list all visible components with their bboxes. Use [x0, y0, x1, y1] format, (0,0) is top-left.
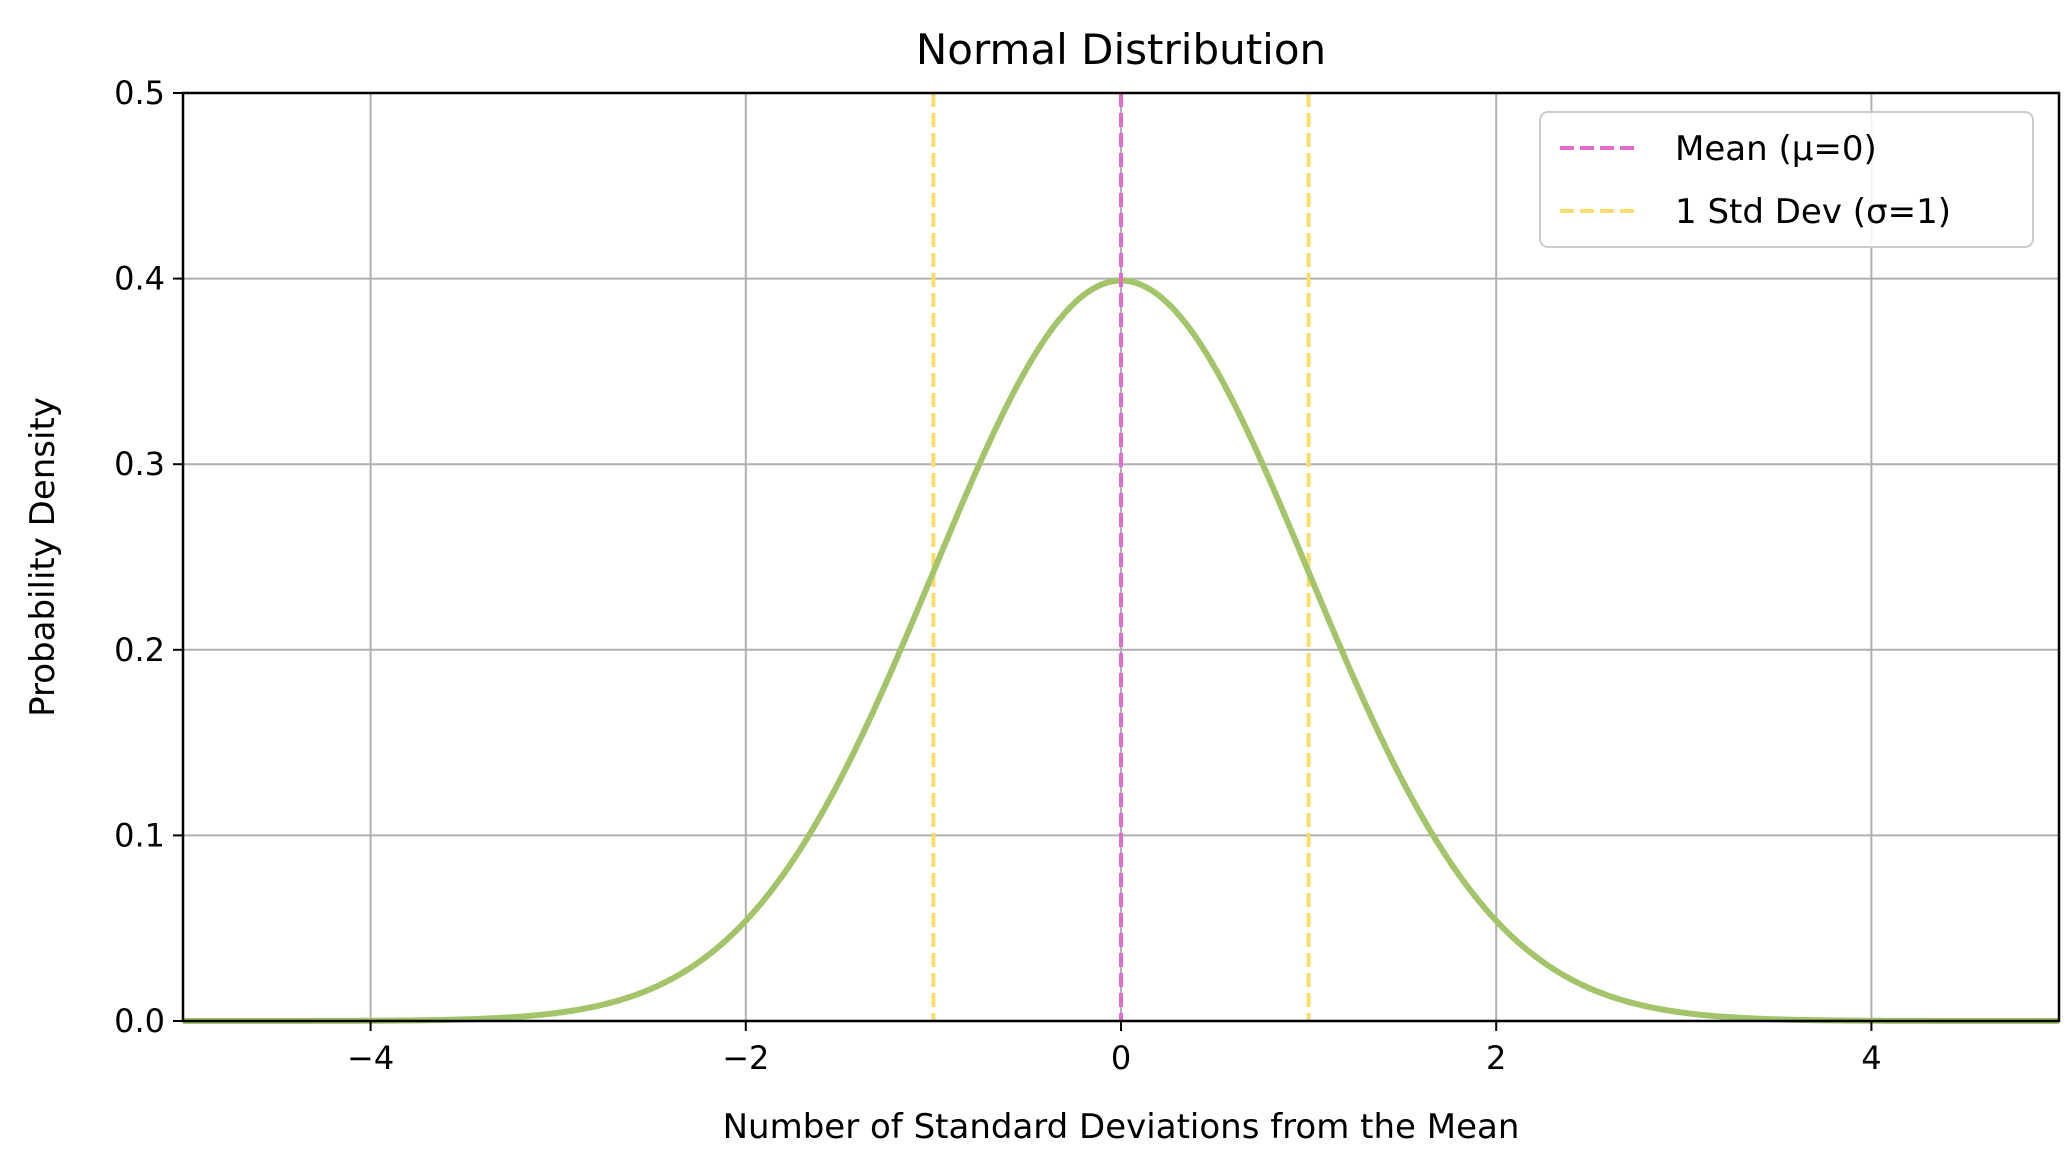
x-tick-label: 4 — [1861, 1039, 1881, 1077]
x-tick-label: 0 — [1111, 1039, 1131, 1077]
y-tick-label: 0.0 — [114, 1002, 165, 1040]
x-tick-label: −2 — [722, 1039, 769, 1077]
y-tick-label: 0.2 — [114, 631, 165, 669]
reference-lines — [931, 93, 1311, 1021]
legend-label-std-dev: 1 Std Dev (σ=1) — [1675, 192, 1951, 232]
legend-box — [1539, 111, 2034, 248]
x-tick-label: −4 — [347, 1039, 394, 1077]
y-tick-label: 0.4 — [114, 260, 165, 298]
legend-label-mean: Mean (μ=0) — [1675, 129, 1877, 169]
y-tick-label: 0.1 — [114, 816, 165, 854]
x-tick-label: 2 — [1486, 1039, 1506, 1077]
legend: Mean (μ=0) 1 Std Dev (σ=1) — [1539, 111, 2034, 248]
y-tick-label: 0.5 — [114, 74, 165, 112]
axis-ticks: −4 −2 0 2 4 0.0 0.1 0.2 0.3 0.4 0.5 — [114, 74, 1881, 1077]
x-axis-label: Number of Standard Deviations from the M… — [723, 1107, 1520, 1147]
y-tick-label: 0.3 — [114, 445, 165, 483]
y-axis-label: Probability Density — [23, 397, 63, 717]
chart-title: Normal Distribution — [916, 25, 1326, 74]
